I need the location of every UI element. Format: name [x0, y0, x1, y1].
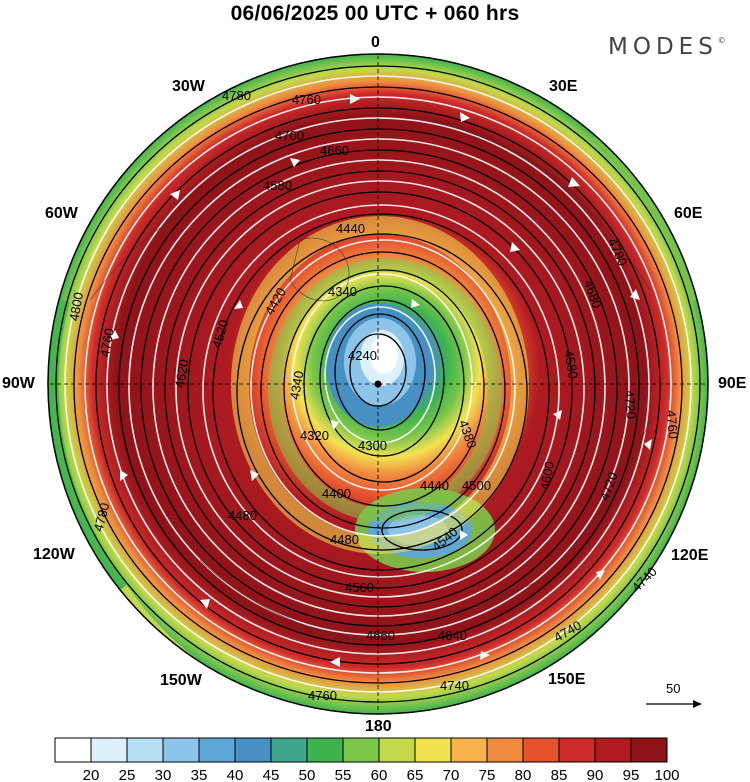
color-scale-box: [486, 737, 524, 763]
brand-logo: MODES©: [608, 34, 726, 60]
contour-label: 4580: [561, 349, 581, 380]
color-scale-box: [54, 737, 92, 763]
lon-label-30e: 30E: [549, 78, 578, 95]
color-scale-box: [270, 737, 308, 763]
color-scale-label: 20: [83, 767, 100, 782]
color-scale-box: [126, 737, 164, 763]
lon-label-180: 180: [365, 718, 392, 735]
color-scale-label: 30: [155, 767, 172, 782]
color-scale-box: [342, 737, 380, 763]
reference-vector-label: 50: [666, 681, 681, 696]
reference-vector: [646, 700, 702, 708]
color-scale-label: 100: [654, 767, 679, 782]
contour-label: 4760: [664, 409, 681, 439]
color-scale-label: 25: [119, 767, 136, 782]
color-scale-box: [162, 737, 200, 763]
map-title: 06/06/2025 00 UTC + 060 hrs: [230, 2, 520, 25]
color-scale-label: 75: [479, 767, 496, 782]
lon-label-60e: 60E: [674, 205, 703, 222]
lon-label-90e: 90E: [718, 375, 747, 392]
color-scale-label: 85: [551, 767, 568, 782]
contour-label: 4300: [358, 438, 387, 453]
contour-label: 4740: [440, 678, 469, 693]
lon-label-0: 0: [371, 34, 380, 51]
contour-label: 4480: [228, 508, 257, 523]
contour-label: 4660: [366, 628, 395, 643]
contour-label: 4660: [320, 143, 349, 158]
contour-label: 4620: [172, 358, 192, 389]
contour-label: 4700: [275, 128, 304, 143]
contour-label: 4560: [345, 580, 374, 595]
contour-label: 4760: [308, 688, 337, 703]
contour-label: 4240: [348, 348, 377, 363]
color-scale-label: 90: [587, 767, 604, 782]
lon-label-120w: 120W: [33, 546, 75, 563]
color-scale-box: [594, 737, 632, 763]
color-scale-label: 65: [407, 767, 424, 782]
contour-label: 4320: [300, 428, 329, 443]
color-scale-box: [306, 737, 344, 763]
color-scale-label: 95: [623, 767, 640, 782]
map-boundary: [47, 53, 709, 715]
streamline-arrows: [110, 94, 652, 667]
contour-label: 4400: [322, 486, 351, 501]
color-scale-box: [198, 737, 236, 763]
contour-label: 4640: [438, 628, 467, 643]
contour-label: 4500: [462, 478, 491, 493]
lon-label-150e: 150E: [548, 671, 586, 688]
color-scale-box: [90, 737, 128, 763]
color-scale-label: 40: [227, 767, 244, 782]
contour-label: 4440: [336, 221, 365, 236]
north-pole-marker: [374, 380, 382, 388]
contour-label: 4720: [622, 389, 639, 419]
color-scale-label: 70: [443, 767, 460, 782]
contour-label: 4780: [222, 88, 251, 103]
brand-text: MODES: [608, 34, 718, 60]
color-scale-box: [378, 737, 416, 763]
lon-label-30w: 30W: [172, 78, 205, 95]
color-scale-label: 45: [263, 767, 280, 782]
lon-label-60w: 60W: [45, 205, 78, 222]
color-scale-label: 50: [299, 767, 316, 782]
color-scale-box: [234, 737, 272, 763]
color-scale-box: [450, 737, 488, 763]
color-scale-box: [522, 737, 560, 763]
copyright-mark: ©: [717, 36, 726, 45]
contour-label: 4340: [287, 370, 307, 401]
contour-label: 4600: [537, 460, 557, 491]
color-scale-label: 55: [335, 767, 352, 782]
color-scale-label: 35: [191, 767, 208, 782]
color-scale-labels: 20 25 30 35 40 45 50 55 60 65 70 75 80 85 90 95 100: [83, 767, 680, 782]
coastlines: [89, 119, 651, 641]
color-scale-box: [414, 737, 452, 763]
color-scale-box: [558, 737, 596, 763]
contour-label: 4520: [209, 318, 231, 350]
contour-label: 4760: [97, 327, 117, 358]
contour-label: 4800: [66, 291, 86, 322]
contour-label: 4440: [420, 478, 449, 493]
contour-label: 4760: [292, 92, 321, 107]
color-scale-label: 60: [371, 767, 388, 782]
contour-label: 4340: [328, 284, 357, 299]
lon-label-150w: 150W: [160, 672, 202, 689]
lon-label-90w: 90W: [2, 375, 35, 392]
lon-label-120e: 120E: [671, 547, 709, 564]
contour-label: 4580: [263, 178, 292, 193]
color-scale-box: [630, 737, 668, 763]
contour-label: 4480: [330, 532, 359, 547]
contour-label: 4780: [90, 501, 112, 533]
color-scale-label: 80: [515, 767, 532, 782]
color-scale-boxes: [54, 737, 668, 763]
